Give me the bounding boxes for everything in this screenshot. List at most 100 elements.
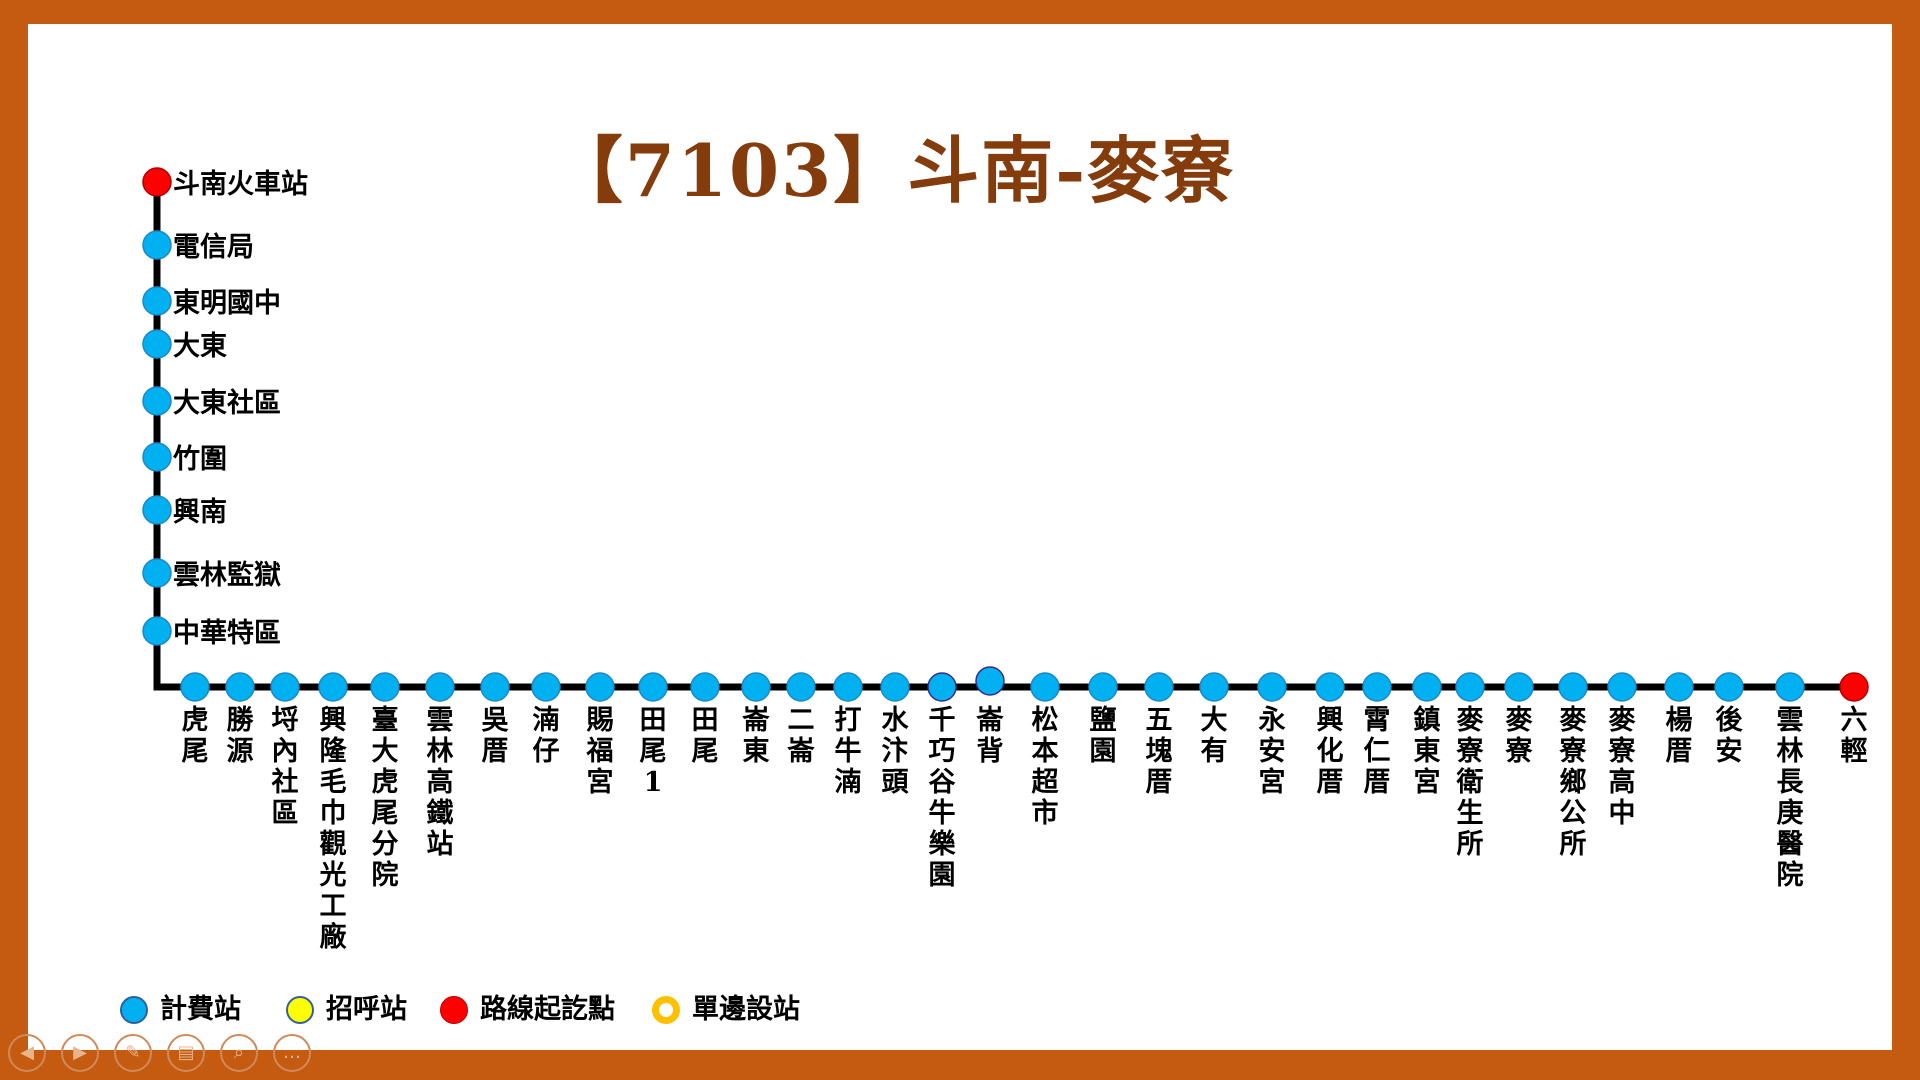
stop-marker xyxy=(880,672,910,702)
stop-label: 崙背 xyxy=(976,705,1004,767)
stop-label: 楊厝 xyxy=(1665,705,1693,767)
stop-label: 松本超市 xyxy=(1031,705,1059,829)
stop-marker xyxy=(270,672,300,702)
stop-marker xyxy=(585,672,615,702)
stop-label: 竹圍 xyxy=(173,444,227,475)
stop-label: 麥寮高中 xyxy=(1608,705,1636,829)
stop-label: 勝源 xyxy=(226,705,254,767)
next-arrow-icon[interactable]: ▶ xyxy=(61,1034,99,1072)
stop-label: 大東社區 xyxy=(173,388,281,419)
stop-marker xyxy=(1199,672,1229,702)
stop-label: 湳仔 xyxy=(532,705,560,767)
stop-label: 東明國中 xyxy=(173,288,281,319)
stop-label: 臺大虎尾分院 xyxy=(371,705,399,891)
stop-marker xyxy=(225,672,255,702)
stop-marker xyxy=(370,672,400,702)
legend-swatch-icon xyxy=(440,996,468,1024)
stop-marker xyxy=(142,329,172,359)
legend-swatch-icon xyxy=(120,996,148,1024)
legend-label: 招呼站 xyxy=(326,994,407,1025)
stop-label: 打牛湳 xyxy=(834,705,862,798)
pen-icon[interactable]: ✎ xyxy=(114,1034,152,1072)
stop-marker xyxy=(142,558,172,588)
stop-marker xyxy=(927,672,957,702)
stop-label: 麥寮鄉公所 xyxy=(1559,705,1587,860)
stop-marker xyxy=(142,286,172,316)
stop-marker xyxy=(1714,672,1744,702)
slides-icon[interactable]: ▤ xyxy=(167,1034,205,1072)
stop-label: 興化厝 xyxy=(1316,705,1344,798)
stop-label: 雲林長庚醫院 xyxy=(1776,705,1804,891)
legend-label: 計費站 xyxy=(160,994,241,1025)
stop-label: 大有 xyxy=(1200,705,1228,767)
stop-label: 田尾 xyxy=(691,705,719,767)
stop-marker xyxy=(142,230,172,260)
stop-marker xyxy=(142,442,172,472)
stop-marker xyxy=(1839,672,1869,702)
stop-marker xyxy=(142,495,172,525)
stop-label: 鎮東宮 xyxy=(1413,705,1441,798)
legend-swatch-icon xyxy=(652,996,680,1024)
stop-marker xyxy=(1030,672,1060,702)
stop-marker xyxy=(1144,672,1174,702)
more-icon[interactable]: … xyxy=(273,1034,311,1072)
stop-marker xyxy=(1315,672,1345,702)
stop-marker xyxy=(1558,672,1588,702)
stop-label: 虎尾 xyxy=(181,705,209,767)
stop-label: 斗南火車站 xyxy=(173,169,308,200)
stop-marker xyxy=(1504,672,1534,702)
stop-label: 電信局 xyxy=(173,232,254,263)
legend-label: 路線起訖點 xyxy=(480,994,615,1025)
stop-marker xyxy=(142,386,172,416)
stop-label: 吳厝 xyxy=(481,705,509,767)
route-line xyxy=(153,182,1854,691)
stop-label: 二崙 xyxy=(787,705,815,767)
stop-label: 雲林監獄 xyxy=(173,560,281,591)
stop-marker xyxy=(1664,672,1694,702)
stop-label: 五塊厝 xyxy=(1145,705,1173,798)
route-map xyxy=(142,167,1869,702)
stop-label: 中華特區 xyxy=(173,618,281,649)
prev-arrow-icon[interactable]: ◀ xyxy=(8,1034,46,1072)
stop-label: 霄仁厝 xyxy=(1363,705,1391,798)
stop-marker xyxy=(1455,672,1485,702)
stop-label: 麥寮 xyxy=(1505,705,1533,767)
zoom-icon[interactable]: ⌕ xyxy=(220,1034,258,1072)
stop-label: 大東 xyxy=(173,331,227,362)
stop-marker xyxy=(1362,672,1392,702)
stop-marker xyxy=(1088,672,1118,702)
stop-label: 田尾1 xyxy=(639,705,667,798)
stop-label: 六輕 xyxy=(1840,705,1868,767)
stop-marker xyxy=(786,672,816,702)
stop-marker xyxy=(142,167,172,197)
stop-marker xyxy=(975,666,1005,696)
stop-label: 永安宮 xyxy=(1258,705,1286,798)
stop-marker xyxy=(180,672,210,702)
stop-marker xyxy=(690,672,720,702)
stop-label: 崙東 xyxy=(742,705,770,767)
stop-marker xyxy=(833,672,863,702)
stop-label: 埒內社區 xyxy=(271,705,299,829)
legend-swatch-icon xyxy=(286,996,314,1024)
stop-label: 興隆毛巾觀光工廠 xyxy=(319,705,347,953)
stop-label: 鹽園 xyxy=(1089,705,1117,767)
stop-marker xyxy=(480,672,510,702)
stop-marker xyxy=(1412,672,1442,702)
stop-label: 賜福宮 xyxy=(586,705,614,798)
slide: 【7103】斗南-麥寮 斗南火車站電信局東明國中大東大東社區竹圍興南雲林監獄中華… xyxy=(28,24,1892,1050)
stop-label: 水汴頭 xyxy=(881,705,909,798)
stop-marker xyxy=(638,672,668,702)
stop-label: 千巧谷牛樂園 xyxy=(928,705,956,891)
stop-marker xyxy=(318,672,348,702)
stop-marker xyxy=(741,672,771,702)
stop-label: 雲林高鐵站 xyxy=(426,705,454,860)
stop-marker xyxy=(1257,672,1287,702)
stop-marker xyxy=(425,672,455,702)
page-title: 【7103】斗南-麥寮 xyxy=(550,128,1236,213)
stop-marker xyxy=(531,672,561,702)
legend-label: 單邊設站 xyxy=(692,994,800,1025)
stop-marker xyxy=(1607,672,1637,702)
stop-label: 麥寮衛生所 xyxy=(1456,705,1484,860)
stop-label: 興南 xyxy=(173,497,227,528)
stop-label: 後安 xyxy=(1715,705,1743,767)
